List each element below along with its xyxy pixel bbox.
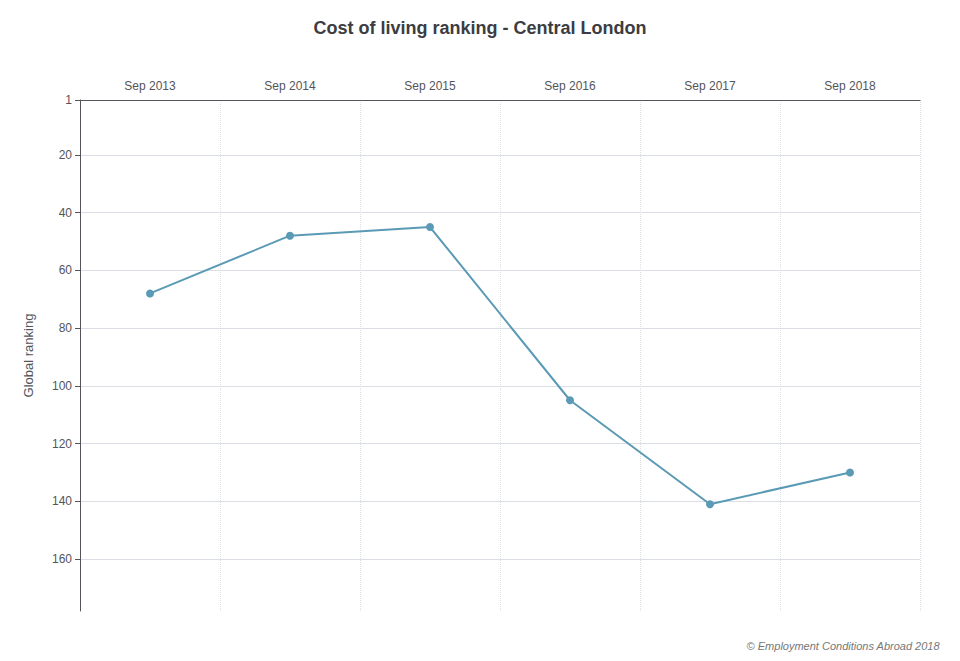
svg-text:160: 160 bbox=[52, 552, 72, 566]
svg-text:140: 140 bbox=[52, 494, 72, 508]
svg-text:20: 20 bbox=[59, 148, 73, 162]
svg-text:© Employment Conditions Abroad: © Employment Conditions Abroad 2018 bbox=[747, 640, 941, 652]
svg-text:Global ranking: Global ranking bbox=[21, 314, 36, 398]
svg-text:Sep 2016: Sep 2016 bbox=[544, 79, 596, 93]
svg-text:80: 80 bbox=[59, 321, 73, 335]
svg-text:Sep 2013: Sep 2013 bbox=[124, 79, 176, 93]
svg-text:120: 120 bbox=[52, 437, 72, 451]
svg-text:100: 100 bbox=[52, 379, 72, 393]
svg-text:Sep 2014: Sep 2014 bbox=[264, 79, 316, 93]
svg-text:40: 40 bbox=[59, 206, 73, 220]
svg-text:Cost of living ranking - Centr: Cost of living ranking - Central London bbox=[314, 18, 647, 38]
svg-text:Sep 2015: Sep 2015 bbox=[404, 79, 456, 93]
svg-text:60: 60 bbox=[59, 263, 73, 277]
svg-text:1: 1 bbox=[65, 93, 72, 107]
svg-text:Sep 2018: Sep 2018 bbox=[824, 79, 876, 93]
svg-text:Sep 2017: Sep 2017 bbox=[684, 79, 736, 93]
